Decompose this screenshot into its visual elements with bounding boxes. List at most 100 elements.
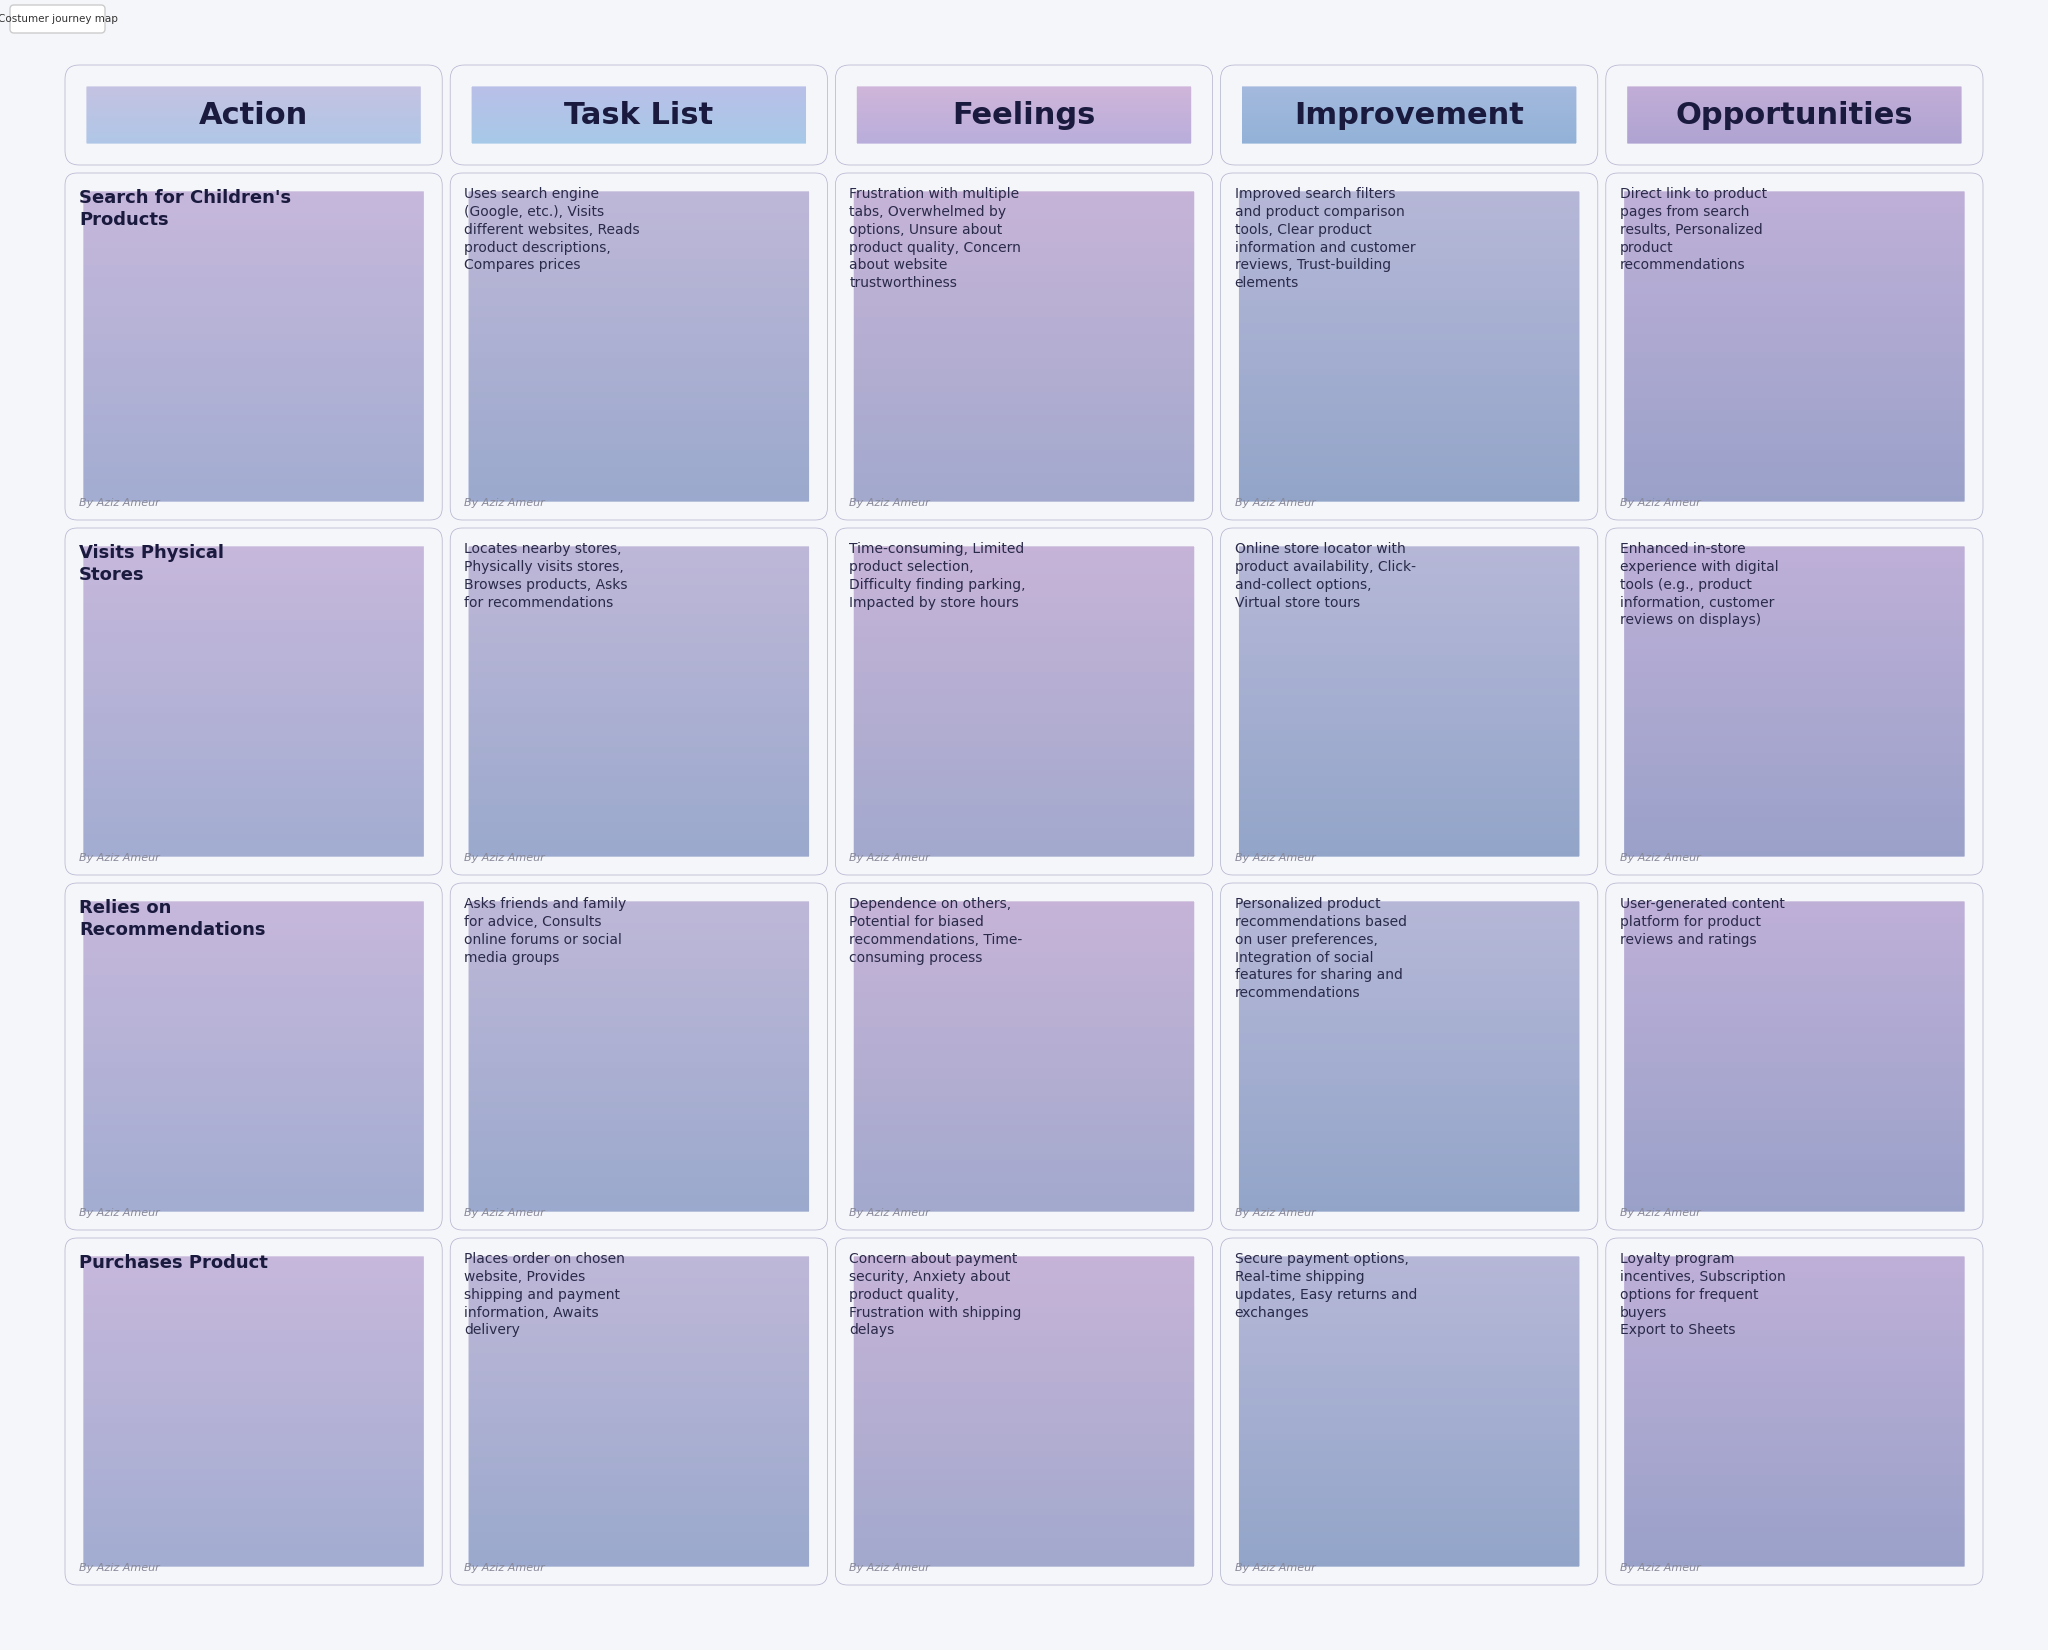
Bar bbox=[1221, 1172, 1597, 1178]
Bar bbox=[66, 142, 442, 144]
Bar bbox=[66, 660, 442, 667]
Bar bbox=[836, 125, 1212, 127]
Bar bbox=[1606, 236, 1982, 243]
Bar bbox=[836, 478, 1212, 485]
Bar bbox=[836, 1160, 1212, 1167]
Bar bbox=[1606, 1579, 1982, 1586]
Bar bbox=[66, 271, 442, 277]
Bar bbox=[1221, 119, 1597, 120]
Bar bbox=[66, 87, 442, 91]
Bar bbox=[836, 1411, 1212, 1417]
Bar bbox=[451, 148, 827, 150]
Bar bbox=[66, 312, 442, 317]
Bar bbox=[1221, 1440, 1597, 1445]
Bar bbox=[66, 1388, 442, 1394]
Bar bbox=[66, 259, 442, 266]
Bar bbox=[66, 140, 442, 142]
Bar bbox=[836, 467, 1212, 474]
Bar bbox=[1606, 952, 1982, 959]
Bar bbox=[66, 695, 442, 701]
Bar bbox=[66, 101, 442, 102]
Bar bbox=[1221, 145, 1597, 147]
Bar bbox=[1606, 135, 1982, 137]
Bar bbox=[836, 135, 1212, 137]
Bar bbox=[1221, 94, 1597, 96]
Bar bbox=[1606, 1015, 1982, 1021]
Bar bbox=[1221, 1284, 1597, 1290]
Bar bbox=[451, 74, 827, 76]
Bar bbox=[66, 551, 442, 558]
Bar bbox=[1606, 190, 1982, 196]
Bar bbox=[836, 718, 1212, 724]
Bar bbox=[836, 899, 1212, 906]
Bar bbox=[1606, 478, 1982, 485]
Bar bbox=[1606, 1079, 1982, 1086]
Bar bbox=[1221, 672, 1597, 678]
Bar bbox=[1606, 987, 1982, 993]
Bar bbox=[451, 975, 827, 982]
Bar bbox=[1221, 208, 1597, 213]
Bar bbox=[836, 132, 1212, 134]
Bar bbox=[66, 178, 442, 185]
Bar bbox=[1221, 1290, 1597, 1295]
Bar bbox=[1606, 152, 1982, 153]
Bar bbox=[1221, 119, 1597, 120]
Bar bbox=[1606, 91, 1982, 92]
Bar bbox=[836, 97, 1212, 99]
Bar bbox=[66, 1417, 442, 1422]
Bar bbox=[1221, 82, 1597, 86]
Bar bbox=[836, 1394, 1212, 1399]
Bar bbox=[836, 1330, 1212, 1336]
Bar bbox=[1606, 1457, 1982, 1464]
Bar bbox=[66, 945, 442, 952]
Text: Secure payment options,
Real-time shipping
updates, Easy returns and
exchanges: Secure payment options, Real-time shippi… bbox=[1235, 1252, 1417, 1320]
Bar bbox=[836, 1445, 1212, 1452]
Bar bbox=[836, 196, 1212, 201]
Bar bbox=[836, 1132, 1212, 1137]
Bar bbox=[1221, 68, 1597, 69]
Bar bbox=[1221, 1549, 1597, 1556]
Bar bbox=[1606, 1526, 1982, 1533]
Bar bbox=[1221, 132, 1597, 134]
Bar bbox=[451, 1244, 827, 1249]
Bar bbox=[1221, 335, 1597, 340]
Bar bbox=[1606, 1086, 1982, 1091]
Bar bbox=[836, 490, 1212, 497]
Bar bbox=[836, 729, 1212, 736]
Bar bbox=[66, 952, 442, 959]
Bar bbox=[451, 706, 827, 713]
Bar bbox=[836, 1178, 1212, 1183]
Bar bbox=[1221, 713, 1597, 719]
Bar bbox=[836, 375, 1212, 381]
Bar bbox=[451, 620, 827, 627]
Bar bbox=[66, 894, 442, 901]
Text: By Aziz Ameur: By Aziz Ameur bbox=[80, 853, 160, 863]
Bar bbox=[1221, 101, 1597, 102]
Bar bbox=[1606, 127, 1982, 129]
Bar bbox=[451, 117, 827, 119]
Bar bbox=[1221, 609, 1597, 615]
Bar bbox=[1221, 771, 1597, 777]
Text: Time-consuming, Limited
product selection,
Difficulty finding parking,
Impacted : Time-consuming, Limited product selectio… bbox=[850, 541, 1026, 609]
Bar bbox=[451, 980, 827, 987]
Bar bbox=[836, 294, 1212, 300]
Bar bbox=[1606, 1464, 1982, 1470]
Bar bbox=[1606, 467, 1982, 474]
Bar bbox=[1221, 129, 1597, 132]
Bar bbox=[836, 398, 1212, 404]
Bar bbox=[1221, 1313, 1597, 1318]
Bar bbox=[1606, 1261, 1982, 1267]
Text: By Aziz Ameur: By Aziz Ameur bbox=[80, 498, 160, 508]
Bar bbox=[451, 1021, 827, 1028]
Bar bbox=[1221, 271, 1597, 277]
Bar bbox=[836, 1353, 1212, 1360]
Bar bbox=[1221, 863, 1597, 870]
Bar bbox=[1221, 1394, 1597, 1399]
Bar bbox=[1221, 591, 1597, 597]
Bar bbox=[451, 236, 827, 243]
Bar bbox=[1606, 540, 1982, 546]
Bar bbox=[451, 998, 827, 1005]
Bar bbox=[1221, 157, 1597, 158]
Bar bbox=[66, 328, 442, 335]
Bar bbox=[451, 1056, 827, 1063]
